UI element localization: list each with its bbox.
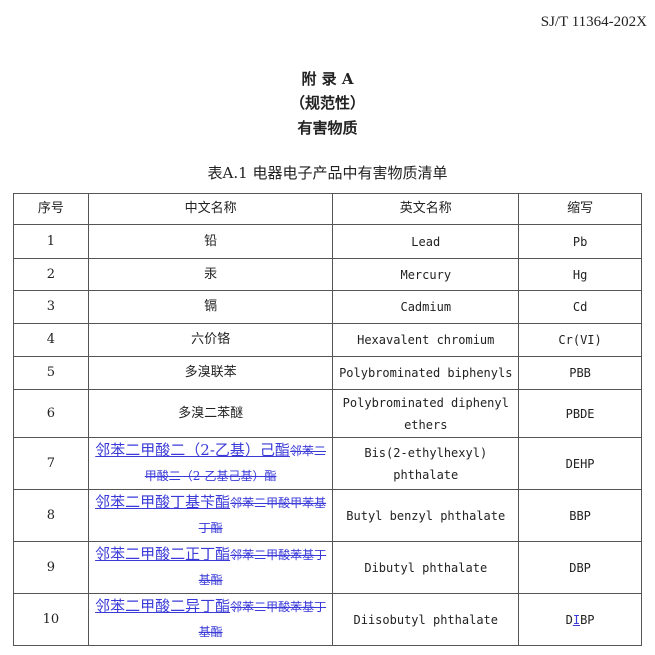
cell-cn: 邻苯二甲酸丁基苄酯邻苯二甲酸甲苯基丁酯	[87, 489, 334, 542]
header-cn: 中文名称	[87, 193, 334, 225]
standard-number: SJ/T 11364-202X	[540, 14, 647, 30]
cell-no: 10	[13, 593, 89, 646]
table-row: 6 多溴二苯醚 Polybrominated diphenyl ethers P…	[13, 389, 642, 438]
cell-cn: 多溴二苯醚	[87, 389, 334, 438]
cn-name: 多溴联苯	[184, 365, 237, 380]
table-row: 7 邻苯二甲酸二（2-乙基）己酯邻苯二甲酸二（2-乙基己基）酯 Bis(2-et…	[13, 437, 642, 490]
cell-no: 8	[13, 489, 89, 542]
abbr: PBDE	[565, 406, 595, 421]
appendix-subject: 有害物质	[297, 119, 358, 137]
table-header-row: 序号 中文名称 英文名称 缩写	[13, 193, 642, 225]
abbr: Cr(VI)	[558, 333, 602, 347]
abbr: Pb	[572, 234, 588, 249]
abbr: BBP	[569, 508, 591, 523]
cell-en: Polybrominated biphenyls	[332, 356, 520, 390]
cell-no: 7	[13, 437, 89, 490]
cell-en: Cadmium	[332, 290, 520, 324]
cell-en: Mercury	[332, 258, 520, 291]
table-row: 9 邻苯二甲酸二正丁酯邻苯二甲酸苯基丁基酯 Dibutyl phthalate …	[13, 541, 642, 594]
cell-no: 1	[13, 224, 89, 259]
cell-abbr: Cd	[518, 290, 642, 324]
cell-no: 6	[13, 389, 89, 438]
abbr-part: BP	[580, 612, 595, 627]
inserted-text: 邻苯二甲酸二正丁酯	[95, 545, 231, 563]
cn-name: 六价铬	[191, 332, 231, 347]
cell-cn: 六价铬	[87, 323, 334, 357]
header-en: 英文名称	[332, 193, 520, 225]
cell-abbr: DBP	[518, 541, 642, 594]
cell-abbr: DIBP	[518, 593, 642, 646]
cell-en: Hexavalent chromium	[332, 323, 520, 357]
cell-no: 3	[13, 290, 89, 324]
cell-no: 9	[13, 541, 89, 594]
table-row: 3 镉 Cadmium Cd	[13, 290, 642, 324]
header-no: 序号	[13, 193, 89, 225]
hazardous-substances-table: 序号 中文名称 英文名称 缩写 1 铅 Lead Pb 2 汞 Mercury H…	[13, 193, 642, 646]
cell-abbr: DEHP	[518, 437, 642, 490]
deleted-text: 邻苯二甲酸苯基丁基酯	[198, 600, 327, 639]
cell-en: Polybrominated diphenyl ethers	[332, 389, 520, 438]
table-row: 1 铅 Lead Pb	[13, 224, 642, 259]
appendix-title: 附 录 A	[301, 70, 354, 88]
cell-abbr: PBB	[518, 356, 642, 390]
deleted-text: 邻苯二甲酸二（2-乙基己基）酯	[144, 444, 326, 483]
cell-cn: 邻苯二甲酸二正丁酯邻苯二甲酸苯基丁基酯	[87, 541, 334, 594]
cell-en: Dibutyl phthalate	[332, 541, 520, 594]
abbr: DEHP	[565, 456, 595, 471]
cell-abbr: PBDE	[518, 389, 642, 438]
table-row: 8 邻苯二甲酸丁基苄酯邻苯二甲酸甲苯基丁酯 Butyl benzyl phtha…	[13, 489, 642, 542]
inserted-text: 邻苯二甲酸二（2-乙基）己酯	[95, 441, 290, 459]
cell-no: 5	[13, 356, 89, 390]
table-row: 5 多溴联苯 Polybrominated biphenyls PBB	[13, 356, 642, 390]
abbr: DBP	[569, 560, 591, 575]
table-caption: 表A.1 电器电子产品中有害物质清单	[207, 164, 448, 182]
cell-abbr: Hg	[518, 258, 642, 291]
cell-abbr: BBP	[518, 489, 642, 542]
table-row: 4 六价铬 Hexavalent chromium Cr(VI)	[13, 323, 642, 357]
table-row: 2 汞 Mercury Hg	[13, 258, 642, 291]
deleted-text: 邻苯二甲酸苯基丁基酯	[198, 548, 327, 587]
abbr-inserted: I	[572, 612, 581, 627]
appendix-type: （规范性）	[289, 94, 365, 112]
cell-cn: 邻苯二甲酸二（2-乙基）己酯邻苯二甲酸二（2-乙基己基）酯	[87, 437, 334, 490]
cell-en: Butyl benzyl phthalate	[332, 489, 520, 542]
cell-cn: 邻苯二甲酸二异丁酯邻苯二甲酸苯基丁基酯	[87, 593, 334, 646]
cell-cn: 铅	[87, 224, 334, 259]
cell-abbr: Cr(VI)	[518, 323, 642, 357]
cell-no: 2	[13, 258, 89, 291]
cell-abbr: Pb	[518, 224, 642, 259]
header-abbr: 缩写	[518, 193, 642, 225]
cn-name: 多溴二苯醚	[178, 405, 244, 421]
cell-en: Bis(2-ethylhexyl) phthalate	[332, 437, 520, 490]
table-row: 10 邻苯二甲酸二异丁酯邻苯二甲酸苯基丁基酯 Diisobutyl phthal…	[13, 593, 642, 646]
cn-name: 镉	[204, 299, 218, 314]
cn-name: 铅	[204, 233, 218, 249]
abbr: Hg	[572, 267, 588, 282]
cell-cn: 汞	[87, 258, 334, 291]
cell-cn: 镉	[87, 290, 334, 324]
abbr: PBB	[569, 366, 591, 380]
abbr-part: D	[565, 612, 573, 627]
cell-en: Lead	[332, 224, 520, 259]
inserted-text: 邻苯二甲酸二异丁酯	[95, 597, 231, 615]
cell-cn: 多溴联苯	[87, 356, 334, 390]
deleted-text: 邻苯二甲酸甲苯基丁酯	[198, 496, 327, 535]
inserted-text: 邻苯二甲酸丁基苄酯	[95, 493, 231, 511]
cell-en: Diisobutyl phthalate	[332, 593, 520, 646]
cell-no: 4	[13, 323, 89, 357]
cn-name: 汞	[204, 266, 218, 282]
abbr: Cd	[572, 300, 588, 314]
